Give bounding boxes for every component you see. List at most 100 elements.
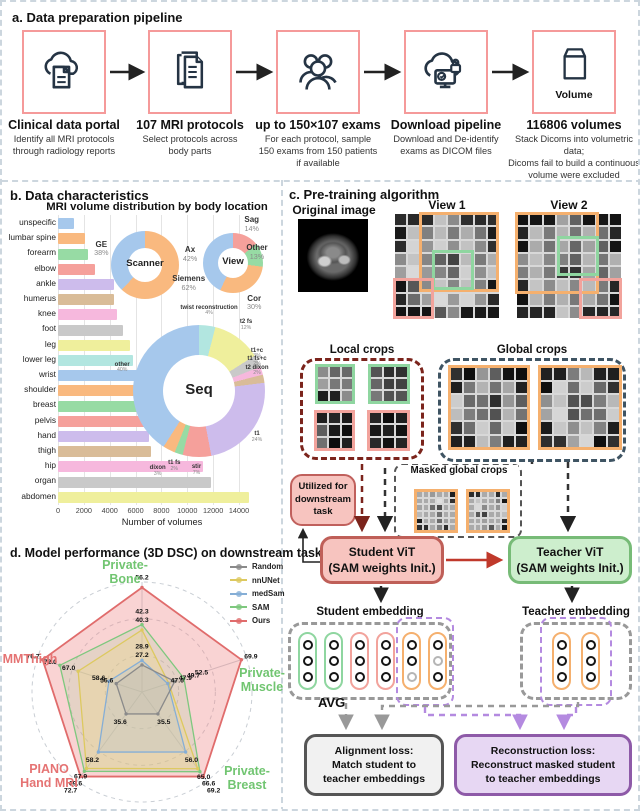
patch-cell <box>556 280 568 292</box>
x-tick-label: 0 <box>55 506 61 515</box>
bar-category-label: humerus <box>23 293 56 303</box>
embedding-token <box>585 672 596 682</box>
local-crop-grid <box>314 410 355 451</box>
patch-cell <box>543 214 555 226</box>
view-donut: View <box>203 233 263 293</box>
local-crops-group <box>300 358 424 460</box>
patch-cell <box>570 253 582 265</box>
patch-cell <box>530 267 542 279</box>
radar-value-label: 40.3 <box>135 617 148 624</box>
bar-category-label: leg <box>44 338 56 349</box>
patch-cell <box>517 306 529 318</box>
embedding-token <box>354 672 365 682</box>
patch-cell <box>448 306 460 318</box>
radar-spoke <box>37 657 143 693</box>
student-masked-embedding-group <box>396 617 454 706</box>
patch-cell <box>570 293 582 305</box>
patch-cell <box>370 413 381 424</box>
bar-category-label: wrist <box>38 369 56 379</box>
patch-cell <box>516 408 527 420</box>
patch-cell <box>464 408 475 420</box>
original-image-label: Original image <box>292 203 376 217</box>
radar-vertex <box>140 622 144 627</box>
bar <box>58 278 114 290</box>
patch-cell <box>541 408 553 420</box>
radar-vertex <box>140 663 144 667</box>
patch-cell <box>490 395 501 407</box>
patch-cell <box>396 425 407 436</box>
bar <box>58 400 144 412</box>
bar <box>58 324 123 336</box>
embedding-capsule <box>402 632 421 690</box>
radar-vertex <box>172 679 177 684</box>
patch-cell <box>317 413 328 424</box>
panel-d-title: d. Model performance (3D DSC) on downstr… <box>10 546 329 560</box>
x-tick-label: 10000 <box>177 506 198 515</box>
radar-value-label: 69.6 <box>69 780 82 787</box>
patch-cell <box>594 435 606 447</box>
embedding-token <box>380 672 391 682</box>
view1-label: View 1 <box>428 198 466 212</box>
bar-chart-xlabel: Number of volumes <box>121 517 203 527</box>
radar-value-label: 58.2 <box>86 757 99 764</box>
bar <box>58 354 133 366</box>
patch-cell <box>434 253 446 265</box>
patch-cell <box>583 227 595 239</box>
legend-label: medSam <box>252 589 285 599</box>
radar-vertex <box>84 766 89 771</box>
patch-cell <box>477 381 488 393</box>
patch-cell <box>594 395 606 407</box>
patch-cell <box>450 511 455 517</box>
radar-value-label: 69.9 <box>244 654 257 661</box>
step-desc: Download and De-identify exams as DICOM … <box>393 134 499 156</box>
patch-cell <box>383 379 395 389</box>
patch-cell <box>408 240 420 252</box>
patch-cell <box>530 214 542 226</box>
legend-marker <box>230 563 247 570</box>
patch-cell <box>487 214 499 226</box>
legend-label: Ours <box>252 616 271 626</box>
radar-axis-muscle-label: Private- Muscle <box>239 666 285 695</box>
patch-cell <box>609 280 621 292</box>
patch-cell <box>475 492 481 497</box>
patch-cell <box>329 413 340 424</box>
embedding-token <box>302 656 313 666</box>
embedding-token <box>432 640 443 650</box>
patch-cell <box>517 214 529 226</box>
patch-cell <box>329 425 340 436</box>
patch-cell <box>434 240 446 252</box>
radar-series-Random <box>115 664 176 715</box>
patch-cell <box>543 227 555 239</box>
bar-category-label: breast <box>32 399 56 410</box>
radar-value-label: 72.0 <box>44 659 57 666</box>
teacher-vit-box: Teacher ViT (SAM weights Init.) <box>508 536 632 584</box>
patch-cell <box>395 280 407 292</box>
patch-cell <box>594 408 606 420</box>
donut-slice-label: t2 fs 12% <box>212 319 280 331</box>
global-crop-grid <box>538 365 622 450</box>
local-crop-grid <box>315 364 355 404</box>
patch-cell <box>543 306 555 318</box>
patch-cell <box>408 280 420 292</box>
donut-slice-label: Sag 14% <box>218 215 286 233</box>
patch-cell <box>330 391 340 401</box>
donut-slice-label: twist reconstruction 4% <box>175 305 243 317</box>
patch-cell <box>594 368 606 380</box>
patch-cell <box>450 518 455 524</box>
scanner-donut: Scanner <box>111 231 179 299</box>
patch-cell <box>371 391 382 401</box>
patch-cell <box>570 227 582 239</box>
patch-cell <box>516 395 527 407</box>
patch-cell <box>607 368 619 380</box>
donut-slice-name: other <box>114 361 130 368</box>
radar-vertex <box>78 774 83 779</box>
patch-cell <box>475 518 481 524</box>
patch-cell <box>607 381 619 393</box>
radar-legend: Random nnUNet medSam SAM Ours <box>230 560 285 628</box>
x-tick-label: 12000 <box>202 506 224 515</box>
patch-cell <box>596 214 608 226</box>
radar-spoke <box>76 691 143 782</box>
donut-center-label: Seq <box>185 380 213 398</box>
radar-value-label: 72.7 <box>64 787 77 794</box>
masked-global-crops-label: Masked global crops <box>400 465 518 476</box>
